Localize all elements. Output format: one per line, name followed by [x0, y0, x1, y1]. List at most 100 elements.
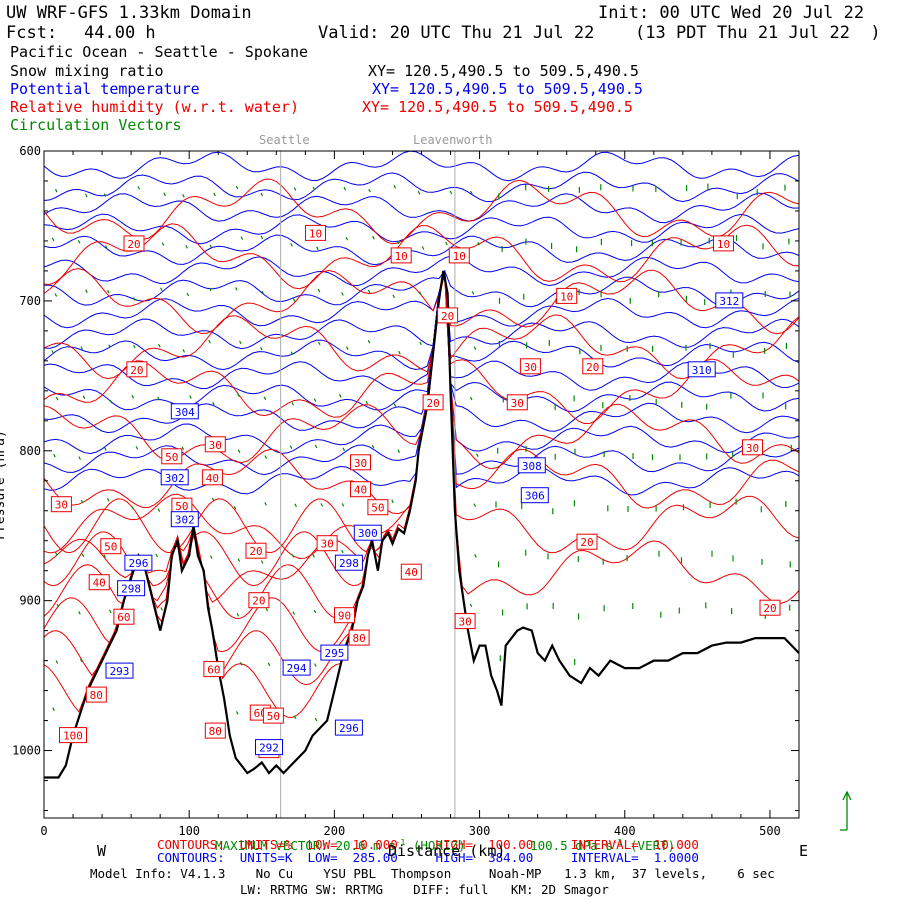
humidity-label-box	[556, 287, 578, 304]
humidity-label-box	[713, 235, 734, 252]
temperature-label-box	[687, 361, 716, 378]
circulation-vector	[291, 402, 295, 406]
circulation-vector	[157, 396, 160, 401]
temperature-label: 312	[715, 292, 744, 309]
circulation-vector	[317, 288, 321, 293]
humidity-label: 50	[367, 499, 389, 516]
circulation-vector	[263, 396, 267, 401]
circulation-vector	[239, 662, 243, 666]
humidity-label-text: 50	[104, 541, 117, 554]
circulation-vector	[51, 237, 55, 242]
circulation-vector	[163, 192, 166, 197]
humidity-label-text: 10	[560, 290, 573, 303]
circulation-vector	[132, 297, 136, 301]
humidity-label-box	[519, 358, 541, 375]
humidity-label-box	[316, 535, 338, 552]
temperature-label-text: 293	[110, 665, 130, 678]
circulation-vector	[103, 193, 107, 197]
humidity-label-text: 20	[252, 595, 265, 608]
humidity-label: 80	[85, 686, 107, 703]
circulation-vector	[293, 715, 297, 719]
isentrope-line	[43, 150, 800, 182]
circulation-vector	[78, 456, 81, 460]
humidity-label-box	[123, 235, 145, 252]
circulation-vector	[155, 553, 158, 558]
isentrope-line	[43, 234, 800, 266]
circulation-vector	[392, 294, 396, 299]
humidity-label-text: 10	[309, 227, 322, 240]
humidity-label-text: 20	[426, 397, 439, 410]
temperature-label-text: 298	[339, 557, 359, 570]
y-tick-label: 600	[19, 144, 41, 158]
humidity-label-box	[88, 574, 110, 591]
circulation-vector	[186, 292, 190, 297]
humidity-label-text: 20	[249, 545, 262, 558]
temperature-label-text: 312	[719, 295, 739, 308]
circulation-vector	[54, 188, 58, 193]
circulation-vector	[312, 186, 316, 191]
humidity-contour-line	[43, 268, 800, 335]
humidity-label-box	[201, 469, 223, 486]
temperature-label-text: 310	[692, 364, 712, 377]
humidity-label-text: 30	[55, 499, 68, 512]
temperature-label-box	[517, 457, 546, 474]
humidity-label-box	[305, 224, 326, 241]
circulation-vector	[345, 346, 349, 350]
humidity-label: 20	[576, 533, 598, 550]
circulation-vector	[418, 291, 422, 295]
temperature-label-text: 295	[324, 647, 344, 660]
humidity-label-text: 40	[206, 472, 219, 485]
humidity-contour-line	[43, 498, 393, 554]
x-axis-label: Distance (km)	[388, 842, 506, 860]
humidity-label: 10	[305, 224, 326, 241]
circulation-vector	[290, 351, 294, 355]
circulation-vector	[160, 287, 163, 291]
circulation-vector	[105, 245, 108, 249]
circulation-vector	[133, 344, 136, 349]
y-tick-label: 700	[19, 294, 41, 308]
circulation-vector	[421, 246, 425, 250]
isentrope-line	[43, 213, 800, 245]
circulation-vector	[293, 187, 297, 191]
humidity-label-text: 60	[117, 611, 130, 624]
temperature-label-text: 308	[522, 460, 542, 473]
circulation-vector	[469, 603, 473, 608]
circulation-vector	[104, 447, 107, 451]
humidity-label-text: 30	[746, 442, 759, 455]
max-vector-horizontal: MAXIMUM VECTOR: 20.6 m s-1 (HORIZ)	[215, 838, 466, 854]
circulation-vector	[237, 449, 241, 454]
init-time: Init: 00 UTC Wed 20 Jul 22	[598, 3, 865, 23]
humidity-label-box	[759, 599, 781, 616]
temperature-contour-info: CONTOURS: UNITS=K LOW= 285.00 HIGH= 384.…	[157, 850, 699, 865]
circulation-vector	[474, 554, 477, 558]
temperature-label-box	[353, 524, 382, 541]
circulation-vector	[260, 235, 264, 240]
circulation-vector	[208, 339, 211, 344]
circulation-vector	[158, 343, 161, 348]
circulation-vector	[103, 554, 106, 558]
circulation-vector	[313, 609, 317, 614]
temperature-label-text: 304	[175, 406, 195, 419]
max-vector-vertical: 100.5 dPa s-1 (VERT)	[530, 838, 676, 854]
temperature-label: 298	[117, 580, 146, 597]
temperature-label: 296	[334, 719, 363, 736]
circulation-vector	[236, 613, 240, 617]
domain-title: UW WRF-GFS 1.33km Domain	[6, 3, 252, 23]
circulation-vector	[240, 236, 244, 240]
valid-local-time: (13 PDT Thu 21 Jul 22 )	[635, 23, 881, 43]
humidity-label: 30	[742, 439, 763, 456]
humidity-label-text: 30	[209, 439, 222, 452]
humidity-label-text: 10	[453, 250, 466, 263]
humidity-label: 30	[506, 394, 528, 411]
forecast-hours: 44.00 h	[84, 23, 156, 43]
circulation-vector	[160, 607, 163, 611]
humidity-label: 50	[171, 497, 193, 514]
region-title: Pacific Ocean - Seattle - Spokane	[10, 43, 309, 61]
circulation-vector	[265, 607, 269, 612]
humidity-label-text: 20	[763, 602, 776, 615]
circulation-vector	[314, 663, 317, 667]
circulation-vector	[79, 658, 83, 663]
temperature-label-text: 292	[259, 742, 279, 755]
circulation-vector	[209, 244, 213, 249]
circulation-vector	[235, 711, 239, 715]
